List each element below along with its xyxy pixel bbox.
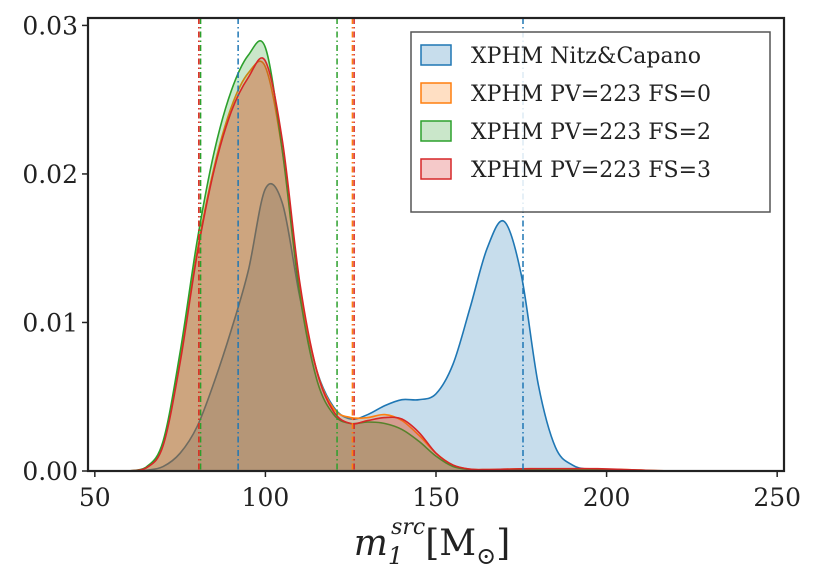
y-tick-label: 0.00 [22, 457, 78, 486]
x-axis-label-sub: 1 [388, 542, 403, 570]
legend-label-2: XPHM PV=223 FS=2 [471, 120, 711, 145]
density-line-3 [128, 57, 675, 472]
y-tick-label: 0.03 [22, 11, 78, 40]
legend-label-1: XPHM PV=223 FS=0 [471, 82, 711, 107]
density-fill-3 [128, 57, 675, 472]
legend-box [410, 31, 771, 213]
density-areas [128, 40, 675, 472]
axes: 50 100 150 200 250 0.00 0.01 0.02 0.03 [22, 11, 801, 512]
x-axis-label-sup: src [391, 515, 425, 540]
x-axis-label-unit-sub: ⊙ [476, 542, 496, 570]
legend-label-0: XPHM Nitz&Capano [471, 44, 701, 69]
legend-swatch-3 [420, 158, 452, 180]
x-tick-label: 50 [79, 483, 111, 512]
y-tick-label: 0.02 [22, 160, 78, 189]
legend: XPHM Nitz&Capano XPHM PV=223 FS=0 XPHM PV=… [410, 31, 771, 213]
x-tick-label: 200 [583, 483, 631, 512]
x-axis-label: m1src[M⊙] [354, 515, 511, 570]
x-axis-label-unit-close: ] [496, 523, 510, 564]
density-fill-2 [128, 40, 675, 471]
density-fill-0 [128, 183, 675, 471]
legend-swatch-0 [420, 44, 452, 66]
x-axis-label-main: m [354, 523, 388, 564]
x-tick-label: 150 [412, 483, 460, 512]
legend-swatch-1 [420, 82, 452, 104]
median-lines [198, 18, 524, 471]
y-tick-label: 0.01 [22, 308, 78, 337]
legend-label-3: XPHM PV=223 FS=3 [471, 158, 711, 183]
density-fill-1 [128, 61, 675, 471]
x-axis-label-unit-open: [M [425, 523, 476, 564]
x-tick-label: 250 [753, 483, 801, 512]
x-tick-label: 100 [242, 483, 290, 512]
legend-swatch-2 [420, 120, 452, 142]
